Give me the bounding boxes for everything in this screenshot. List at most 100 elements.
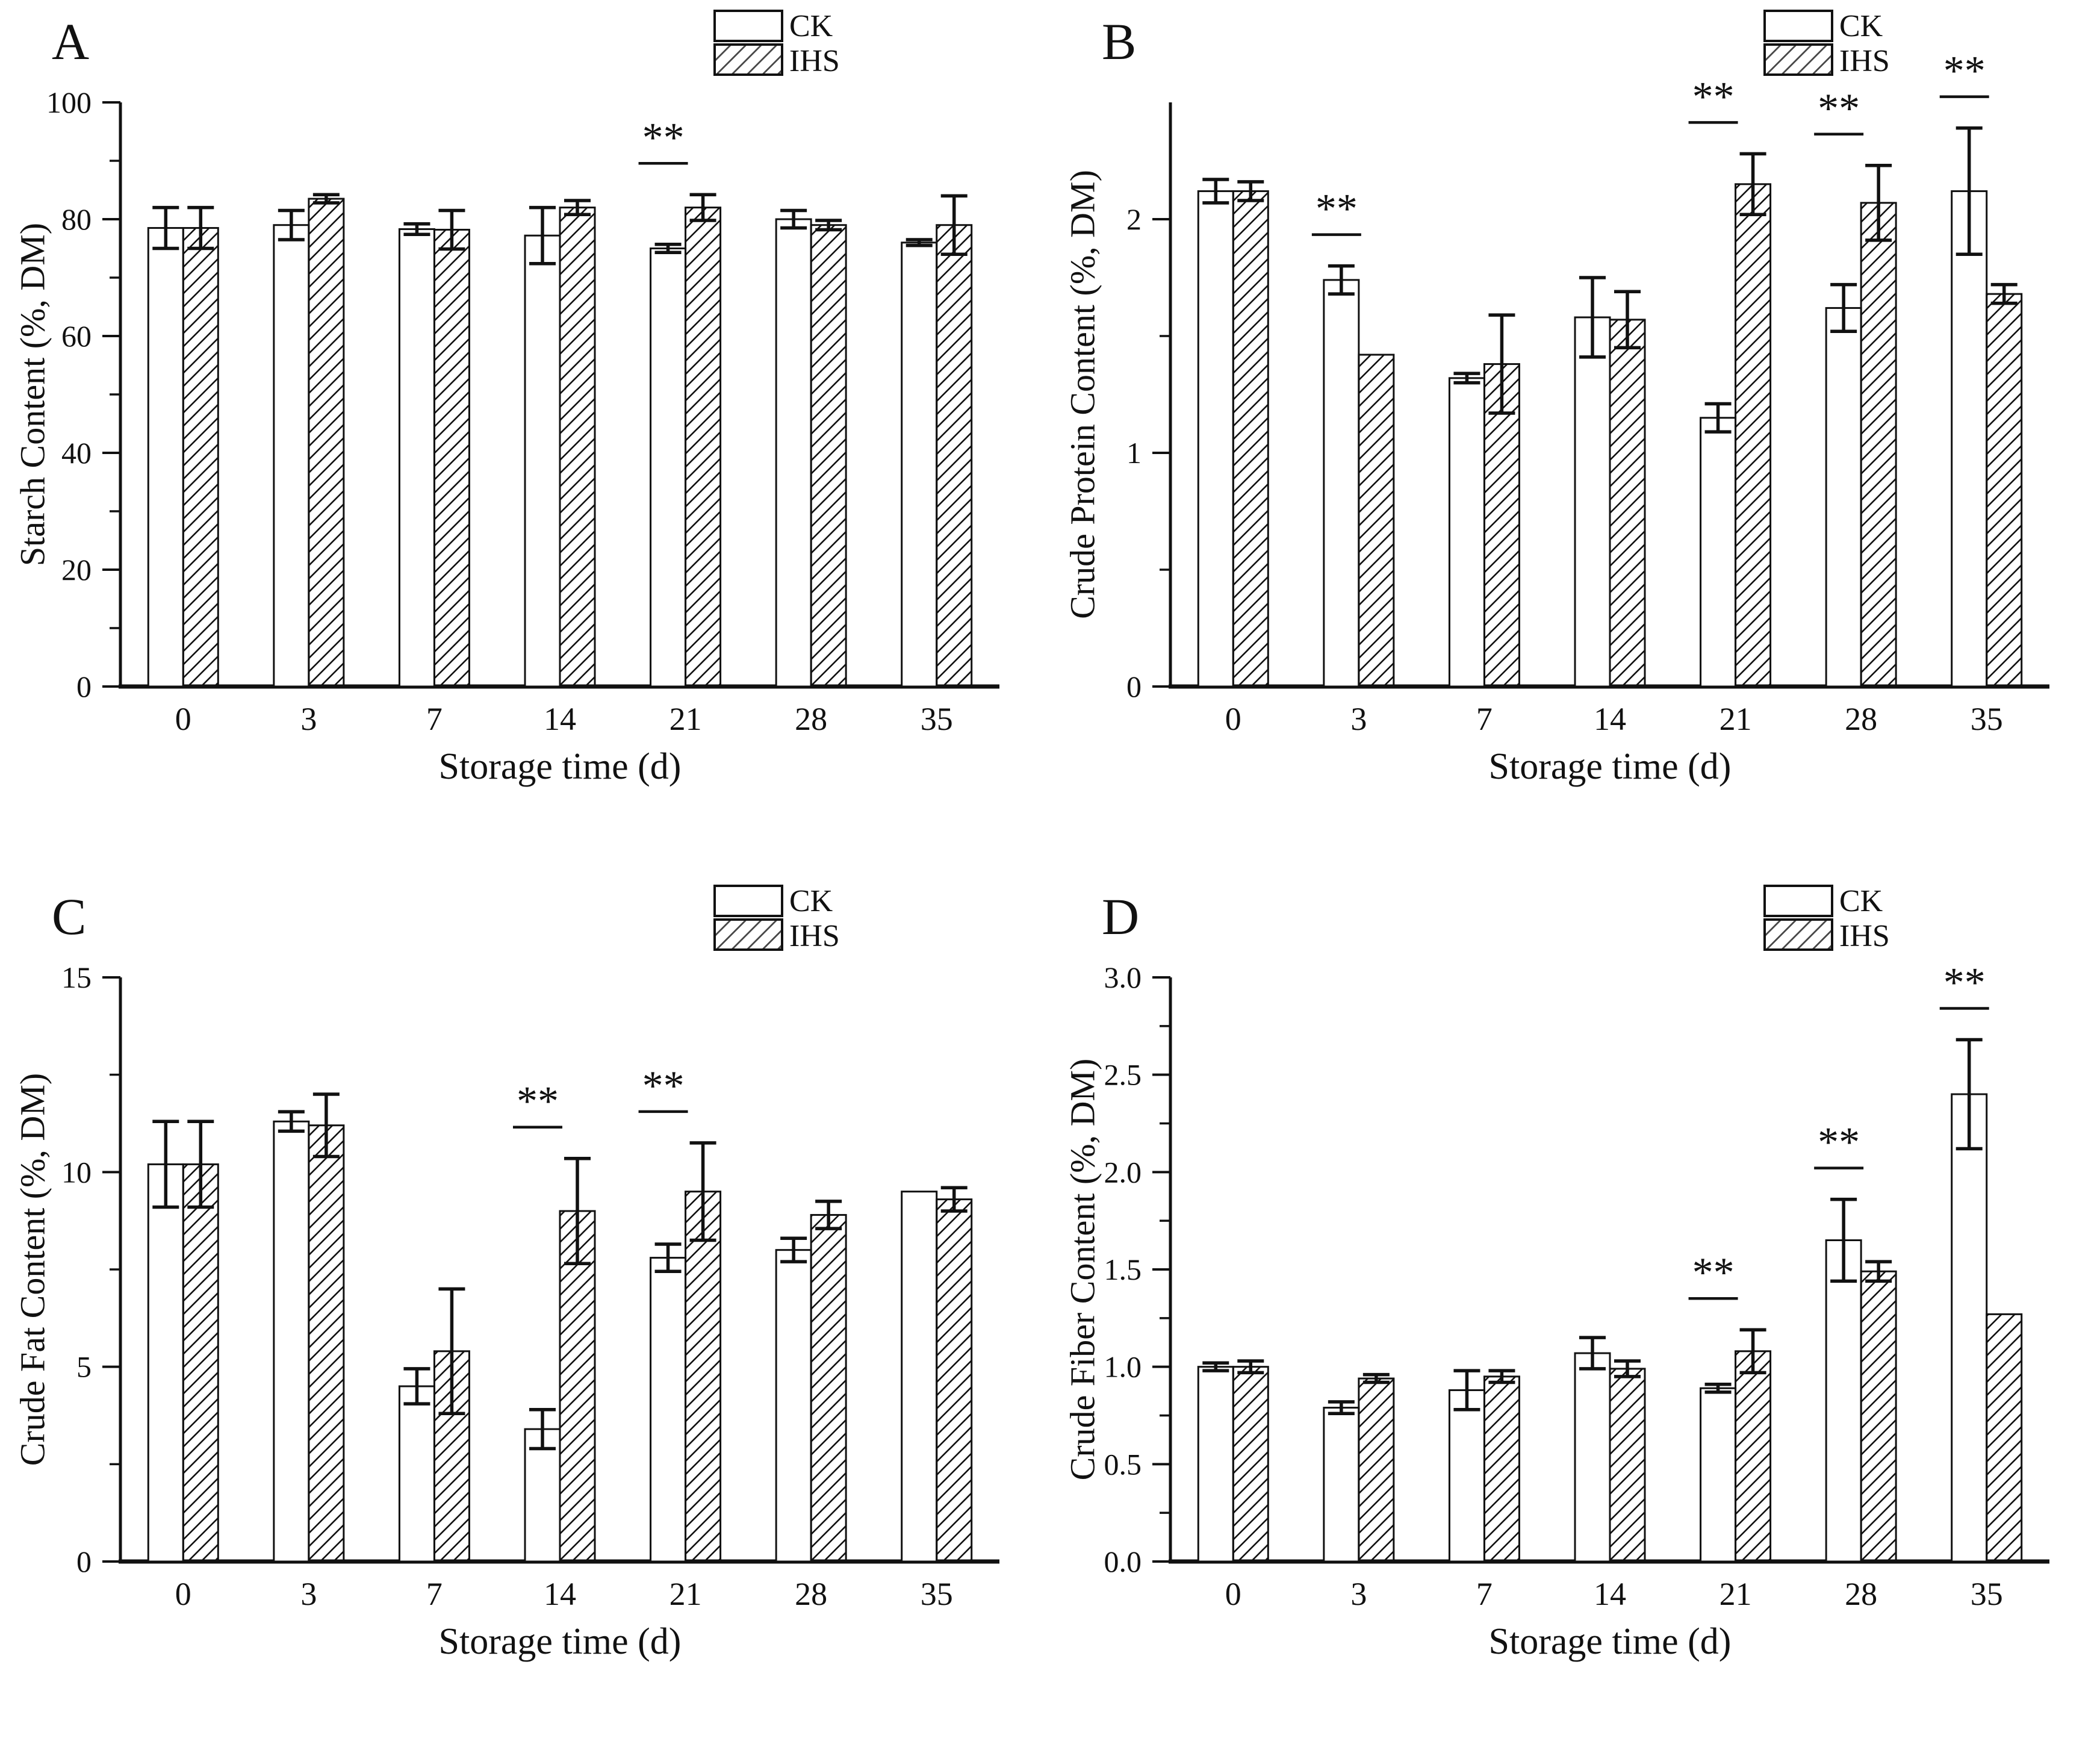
ck-label: CK: [789, 8, 833, 43]
bar-CK-day35: [901, 1191, 938, 1563]
bar-IHS-day35: [936, 224, 973, 688]
bar-IHS-day14: [559, 207, 596, 688]
x-category-label: 21: [669, 1576, 702, 1612]
bar-chart-starch: 0 20 40 60 80 100 0 3 7 14 21 28 35 **: [46, 86, 999, 737]
y-tick-label: 0: [76, 1545, 92, 1578]
x-category-label: 28: [795, 1576, 827, 1612]
y-tick-label: 60: [61, 319, 92, 353]
y-tick-label: 15: [61, 961, 92, 994]
x-category-label: 35: [921, 701, 953, 737]
bar-CK-day14: [1574, 1352, 1611, 1563]
ihs-swatch: [1763, 918, 1833, 951]
x-axis-title: Storage time (d): [1488, 1621, 1732, 1662]
significance-stars: **: [517, 1079, 559, 1125]
x-category-label: 0: [175, 701, 191, 737]
bar-CK-day28: [1825, 1239, 1862, 1563]
x-category-label: 0: [1225, 1576, 1241, 1612]
y-axis-title: Starch Content (%, DM): [13, 222, 52, 567]
y-tick-label: 5: [76, 1350, 92, 1384]
bar-chart-crude-fat: 0 5 10 15 0 3 7 14 21 28 35 ** **: [61, 961, 999, 1612]
bar-IHS-day14: [1609, 319, 1646, 688]
y-tick-label: 20: [61, 553, 92, 587]
x-category-label: 14: [1594, 1576, 1626, 1612]
legend-item-ihs: IHS: [1763, 43, 1890, 78]
bar-IHS-day28: [810, 1213, 847, 1563]
bar-IHS-day14: [1609, 1368, 1646, 1563]
bar-CK-day0: [147, 227, 184, 688]
bar-CK-day21: [650, 248, 687, 688]
y-tick-label: 0: [76, 670, 92, 703]
legend: CK IHS: [713, 8, 840, 78]
legend-item-ck: CK: [713, 8, 840, 43]
x-category-label: 28: [1845, 701, 1877, 737]
bar-IHS-day0: [1232, 1366, 1269, 1563]
x-axis-title: Storage time (d): [1488, 746, 1732, 787]
bar-CK-day3: [273, 1120, 310, 1563]
bar-CK-day35: [1951, 1093, 1988, 1563]
legend-item-ck: CK: [713, 883, 840, 918]
bar-CK-day14: [524, 1428, 561, 1563]
y-tick-label: 1: [1126, 436, 1142, 470]
bar-IHS-day3: [1358, 1377, 1395, 1563]
y-tick-label: 0.0: [1104, 1545, 1142, 1578]
bar-CK-day7: [1448, 1389, 1485, 1563]
x-category-label: 7: [426, 701, 443, 737]
ck-swatch: [1763, 885, 1833, 917]
bar-CK-day28: [775, 218, 812, 688]
bar-IHS-day35: [1986, 293, 2023, 688]
bar-IHS-day21: [685, 1191, 722, 1563]
significance-stars: **: [642, 1063, 685, 1109]
bar-chart-crude-protein: 0 1 2 0 3 7 14 21 28 35 ** ** ** **: [1126, 48, 2049, 737]
bar-IHS-day0: [182, 1163, 219, 1563]
ihs-label: IHS: [1839, 43, 1890, 78]
x-category-label: 28: [1845, 1576, 1877, 1612]
x-category-label: 21: [1719, 1576, 1752, 1612]
y-tick-label: 1.0: [1104, 1350, 1142, 1384]
bar-CK-day14: [524, 234, 561, 688]
ck-label: CK: [789, 883, 833, 918]
bar-IHS-day28: [810, 224, 847, 688]
x-category-label: 21: [669, 701, 702, 737]
x-category-label: 28: [795, 701, 827, 737]
legend-item-ihs: IHS: [713, 43, 840, 78]
x-category-label: 7: [426, 1576, 443, 1612]
x-category-label: 14: [1594, 701, 1626, 737]
bar-CK-day3: [1323, 1407, 1360, 1563]
y-tick-label: 1.5: [1104, 1253, 1142, 1286]
significance-stars: **: [1943, 48, 1986, 95]
bar-IHS-day3: [308, 198, 345, 688]
bar-CK-day3: [273, 224, 310, 688]
bar-IHS-day0: [1232, 190, 1269, 688]
y-tick-label: 2.5: [1104, 1058, 1142, 1092]
bar-IHS-day21: [685, 207, 722, 688]
bar-CK-day0: [1197, 1366, 1234, 1563]
ck-swatch: [713, 10, 783, 42]
bar-CK-day0: [1197, 190, 1234, 688]
x-category-label: 21: [1719, 701, 1752, 737]
y-tick-label: 0: [1126, 670, 1142, 703]
bar-IHS-day21: [1735, 1350, 1772, 1563]
significance-stars: **: [1692, 1250, 1735, 1296]
ihs-swatch: [1763, 43, 1833, 76]
x-category-label: 7: [1476, 1576, 1493, 1612]
panel-D: 0.0 0.5 1.0 1.5 2.0 2.5 3.0 0 3 7 14 21 28 35 ** ** ** D…: [1050, 875, 2100, 1750]
x-category-label: 3: [1350, 1576, 1367, 1612]
bar-CK-day35: [901, 241, 938, 688]
bar-CK-day14: [1574, 316, 1611, 688]
bar-CK-day21: [1700, 1387, 1737, 1563]
y-axis-title: Crude Protein Content (%, DM): [1063, 170, 1102, 619]
significance-stars: **: [1818, 86, 1860, 132]
x-axis-title: Storage time (d): [438, 746, 682, 787]
bar-CK-day0: [147, 1163, 184, 1563]
bar-CK-day21: [1700, 417, 1737, 688]
ck-label: CK: [1839, 8, 1883, 43]
x-category-label: 0: [175, 1576, 191, 1612]
x-category-label: 35: [921, 1576, 953, 1612]
significance-stars: **: [1692, 73, 1735, 120]
y-tick-label: 40: [61, 436, 92, 470]
bar-IHS-day3: [1358, 353, 1395, 688]
bar-CK-day3: [1323, 279, 1360, 688]
ck-label: CK: [1839, 883, 1883, 918]
y-tick-label: 2: [1126, 202, 1142, 236]
significance-stars: **: [1818, 1119, 1860, 1166]
